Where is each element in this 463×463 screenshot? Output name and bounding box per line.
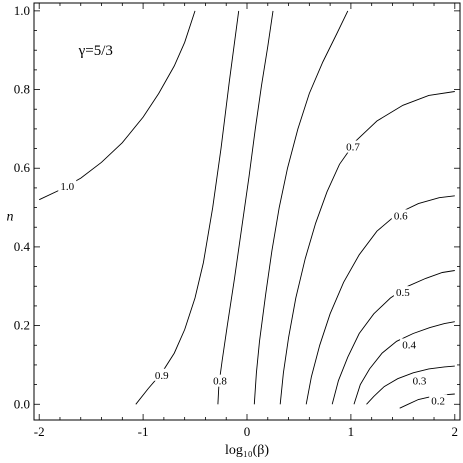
contour-0-8 bbox=[217, 10, 274, 405]
plot-frame bbox=[33, 2, 461, 421]
contour-label-1-0: 1.0 bbox=[60, 181, 74, 193]
contour-label-0-2: 0.2 bbox=[431, 395, 445, 407]
contour-label-0-9: 0.9 bbox=[155, 370, 169, 382]
contour-label-gap bbox=[429, 394, 448, 407]
gamma-annotation: γ=5/3 bbox=[78, 43, 113, 59]
x-tick-label: 1 bbox=[348, 424, 355, 439]
contour-label-0-3: 0.3 bbox=[413, 376, 427, 388]
contour-label-0-4: 0.4 bbox=[402, 339, 416, 351]
contour-label-gap bbox=[58, 179, 77, 192]
contour-label-gap bbox=[393, 286, 412, 299]
contour-label-0-6: 0.6 bbox=[394, 210, 408, 222]
contour-0-7 bbox=[279, 91, 455, 405]
contour-label-gap bbox=[343, 140, 362, 153]
contour-label-0-8: 0.8 bbox=[213, 376, 227, 388]
y-tick-label: 0.6 bbox=[14, 160, 31, 175]
contour-unlabeled-3 bbox=[253, 10, 349, 405]
y-tick-label: 0.0 bbox=[14, 396, 30, 411]
x-tick-label: -2 bbox=[34, 424, 45, 439]
y-tick-label: 0.2 bbox=[14, 318, 30, 333]
contour-0-4 bbox=[353, 321, 455, 405]
contour-0-9 bbox=[135, 10, 240, 405]
contour-label-0-7: 0.7 bbox=[346, 142, 360, 154]
y-tick-label: 1.0 bbox=[14, 3, 30, 18]
contour-label-gap bbox=[391, 209, 410, 222]
x-tick-label: -1 bbox=[138, 424, 149, 439]
contour-label-gap bbox=[152, 368, 171, 381]
contour-label-0-5: 0.5 bbox=[396, 287, 410, 299]
axis-tick-labels: -2 -1 0 1 2 0.0 0.2 0.4 0.6 0.8 1.0 bbox=[14, 3, 458, 439]
contour-0-6 bbox=[305, 195, 455, 405]
contour-0-3 bbox=[366, 365, 455, 405]
y-axis-label: n bbox=[7, 209, 14, 224]
contour-1-0 bbox=[39, 10, 196, 201]
x-axis-label: log₁₀(β) bbox=[225, 443, 269, 458]
contour-label-gap bbox=[210, 374, 229, 387]
contour-labels: 1.0 0.9 0.8 0.7 0.6 0.5 0.4 0.3 0.2 bbox=[58, 140, 448, 407]
y-tick-label: 0.8 bbox=[14, 82, 30, 97]
contour-0-5 bbox=[331, 270, 455, 405]
contour-label-gap bbox=[410, 374, 429, 387]
y-tick-label: 0.4 bbox=[14, 239, 31, 254]
x-tick-label: 2 bbox=[452, 424, 459, 439]
contour-label-gap bbox=[400, 338, 419, 351]
x-tick-label: 0 bbox=[244, 424, 251, 439]
